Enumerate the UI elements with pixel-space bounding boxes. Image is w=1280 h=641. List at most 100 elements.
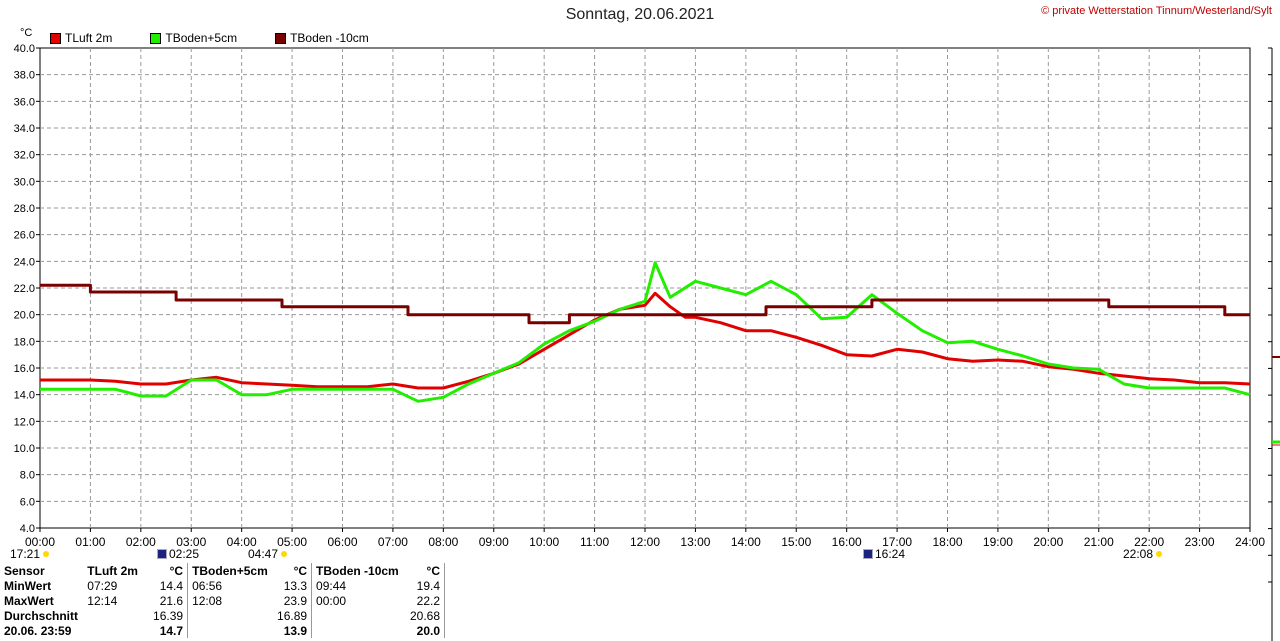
y-tick-label: 32.0 [14,150,35,162]
chart-legend: TLuft 2m TBoden+5cm TBoden -10cm [50,31,407,45]
stats-max-t3: 00:00 [316,593,347,608]
stats-header-row: Sensor TLuft 2m °C TBoden+5cm °C TBoden … [0,563,445,578]
y-tick-label: 10.0 [14,443,35,455]
moon2-time: 16:24 [875,547,906,561]
stats-header-c1: TLuft 2m [87,563,138,578]
sun-moon-row: 17:21 02:25 04:47 16:24 22:08 [0,547,1280,561]
x-tick-label: 18:00 [932,535,962,549]
stats-avg-v3: 20.68 [402,608,445,623]
stats-max-label: MaxWert [4,593,54,608]
sunrise-icon [281,551,288,557]
stats-min-v3: 19.4 [402,578,445,593]
x-tick-label: 19:00 [983,535,1013,549]
stats-max-t1: 12:14 [87,593,118,608]
y-tick-label: 8.0 [20,470,35,482]
stats-min-v1: 14.4 [141,578,189,593]
y-unit-label: °C [20,27,33,39]
x-tick-label: 09:00 [479,535,509,549]
stats-header-u3: °C [402,563,445,578]
stats-avg-label: Durchschnitt [4,608,79,623]
legend-label-tboden5: TBoden+5cm [165,31,238,45]
stats-min-t3: 09:44 [316,578,347,593]
sunset-marker: 22:08 [1123,547,1165,561]
legend-swatch-tboden10 [275,32,287,44]
tluft-line [40,291,1251,390]
x-tick-label: 01:00 [75,535,105,549]
stats-header-u2: °C [271,563,313,578]
y-tick-label: 6.0 [20,496,35,508]
sunrise-marker: 04:47 [248,547,290,561]
stats-last-empty3 [312,623,403,638]
sunrise-time: 04:47 [248,547,279,561]
x-tick-label: 15:00 [781,535,811,549]
stats-max-t2: 12:08 [192,593,223,608]
legend-item-tboden10[interactable]: TBoden -10cm [275,31,369,45]
stats-header-c3: TBoden -10cm [316,563,399,578]
x-tick-label: 06:00 [327,535,357,549]
y-tick-label: 36.0 [14,96,35,108]
copyright-label: © private Wetterstation Tinnum/Westerlan… [1041,5,1272,17]
moonset-marker: 02:25 [155,547,199,561]
y-tick-label: 30.0 [14,176,35,188]
stats-last-label: 20.06. 23:59 [4,623,72,638]
moonrise-time: 17:21 [10,547,41,561]
stats-last-empty2 [188,623,272,638]
stats-last-row: 20.06. 23:59 14.7 13.9 20.0 [0,623,445,638]
chart-title: Sonntag, 20.06.2021 [565,6,715,23]
x-tick-label: 00:00 [25,535,55,549]
stats-avg-v1: 16.39 [141,608,189,623]
x-tick-label: 22:00 [1134,535,1164,549]
x-tick-label: 16:00 [832,535,862,549]
stats-max-row: MaxWert 12:14 21.6 12:08 23.9 00:00 22.2 [0,593,445,608]
stats-header-sensor: Sensor [4,563,45,578]
legend-item-tluft[interactable]: TLuft 2m [50,31,112,45]
stats-avg-empty2 [188,608,272,623]
stats-max-v3: 22.2 [402,593,445,608]
y-tick-label: 22.0 [14,283,35,295]
x-tick-label: 12:00 [630,535,660,549]
x-tick-label: 20:00 [1033,535,1063,549]
stats-header-u1: °C [141,563,189,578]
stats-last-empty1 [83,623,142,638]
stats-min-t1: 07:29 [87,578,118,593]
tboden5-line [40,261,1251,403]
y-tick-label: 4.0 [20,523,35,535]
legend-item-tboden5[interactable]: TBoden+5cm [150,31,237,45]
y-tick-label: 38.0 [14,70,35,82]
x-tick-label: 13:00 [680,535,710,549]
x-tick-label: 14:00 [731,535,761,549]
moon-dot-icon [43,551,50,557]
sunset-time: 22:08 [1123,547,1154,561]
x-tick-label: 21:00 [1084,535,1114,549]
stats-last-v1: 14.7 [141,623,189,638]
x-tick-label: 10:00 [529,535,559,549]
y-tick-label: 18.0 [14,336,35,348]
x-tick-label: 04:00 [227,535,257,549]
moon-phase-icon [157,549,167,559]
y-tick-label: 40.0 [14,43,35,55]
y-tick-label: 16.0 [14,363,35,375]
sunset-icon [1156,551,1163,557]
stats-table: Sensor TLuft 2m °C TBoden+5cm °C TBoden … [0,563,445,641]
y-tick-label: 34.0 [14,123,35,135]
stats-min-t2: 06:56 [192,578,223,593]
stats-avg-row: Durchschnitt 16.39 16.89 20.68 [0,608,445,623]
moon-phase-icon-2 [863,549,873,559]
stats-avg-empty3 [312,608,403,623]
legend-label-tboden10: TBoden -10cm [290,31,369,45]
stats-min-v2: 13.3 [271,578,313,593]
stats-header-c2: TBoden+5cm [192,563,268,578]
x-tick-label: 08:00 [428,535,458,549]
x-tick-label: 03:00 [176,535,206,549]
tboden10-line [40,283,1250,325]
x-tick-label: 07:00 [378,535,408,549]
stats-last-v3: 20.0 [402,623,445,638]
stats-min-row: MinWert 07:29 14.4 06:56 13.3 09:44 19.4 [0,578,445,593]
y-tick-label: 26.0 [14,230,35,242]
legend-swatch-tboden5 [150,32,162,44]
x-tick-label: 05:00 [277,535,307,549]
y-tick-label: 24.0 [14,256,35,268]
moonset-time: 02:25 [169,547,200,561]
stats-max-v1: 21.6 [141,593,189,608]
